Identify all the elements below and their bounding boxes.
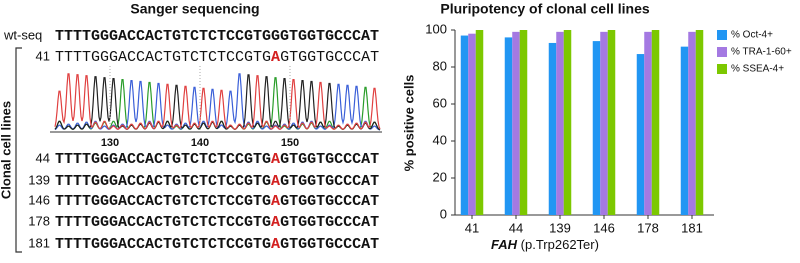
y-tick-label: 0 <box>440 206 447 221</box>
x-tick-label: 178 <box>637 220 659 235</box>
bar <box>644 31 652 215</box>
mutation: A <box>271 236 280 253</box>
bar <box>504 37 513 216</box>
sequence-prefix: TTTTGGGACCACTGTCTCTCCGTG <box>55 49 271 66</box>
legend-swatch <box>717 47 727 57</box>
bar <box>651 30 660 215</box>
x-tick-label: 44 <box>509 220 523 235</box>
panel-title: Sanger sequencing <box>130 1 259 17</box>
trace <box>54 73 381 130</box>
sequence-suffix: GTGGTGCCCAT <box>280 236 379 253</box>
bar <box>548 42 557 216</box>
trace <box>54 74 381 131</box>
sequence-suffix: GTGGTGCCCAT <box>280 151 379 168</box>
bar <box>695 30 704 215</box>
sequence-prefix: TTTTGGGACCACTGTCTCTCCGTG <box>55 173 271 190</box>
clone-sequence: TTTTGGGACCACTGTCTCTCCGTGAGTGGTGCCCAT <box>55 236 379 253</box>
mutation: A <box>271 151 280 168</box>
clone-id: 44 <box>36 150 50 165</box>
sequence-prefix: TTTTGGGACCACTGTCTCTCCGTG <box>55 236 271 253</box>
position-label: 140 <box>191 137 209 149</box>
sequence-suffix: GTGGTGCCCAT <box>280 49 379 66</box>
x-label-gene: FAH <box>491 237 518 252</box>
clone-id: 146 <box>28 192 50 207</box>
clone-id: 181 <box>28 235 50 250</box>
mutation: A <box>271 173 280 190</box>
mutation: A <box>271 193 280 210</box>
position-label: 150 <box>281 137 299 149</box>
clone-sequence: TTTTGGGACCACTGTCTCTCCGTGAGTGGTGCCCAT <box>55 193 379 210</box>
sequence-prefix: TTTTGGGACCACTGTCTCTCCGTG <box>55 214 271 231</box>
x-tick-label: 181 <box>681 220 703 235</box>
sequence-prefix: TTTTGGGACCACTGTCTCTCCGTG <box>55 151 271 168</box>
sequence-suffix: GTGGTGCCCAT <box>280 214 379 231</box>
mutation: A <box>271 49 280 66</box>
bar <box>519 30 528 215</box>
bar <box>563 30 572 215</box>
bar <box>688 31 696 215</box>
clone-id: 41 <box>36 48 50 63</box>
clone-sequence: TTTTGGGACCACTGTCTCTCCGTGAGTGGTGCCCAT <box>55 49 379 66</box>
clone-sequence: TTTTGGGACCACTGTCTCTCCGTGAGTGGTGCCCAT <box>55 151 379 168</box>
y-axis-label: % positive cells <box>401 75 416 172</box>
bar <box>592 41 601 215</box>
y-tick-label: 100 <box>425 21 447 36</box>
x-tick-label: 139 <box>549 220 571 235</box>
y-tick-label: 20 <box>433 169 447 184</box>
legend-swatch <box>717 30 727 40</box>
position-label: 130 <box>101 137 119 149</box>
x-tick-label: 146 <box>593 220 615 235</box>
bar <box>607 30 616 215</box>
x-label-variant: (p.Trp262Ter) <box>521 237 599 252</box>
y-tick-label: 40 <box>433 132 447 147</box>
wt-label: wt-seq <box>3 27 42 42</box>
x-axis-label: FAH (p.Trp262Ter) <box>491 237 599 252</box>
clone-sequence: TTTTGGGACCACTGTCTCTCCGTGAGTGGTGCCCAT <box>55 173 379 190</box>
wt-sequence: TTTTGGGACCACTGTCTCTCCGTGGGTGGTGCCCAT <box>55 28 379 45</box>
clone-id: 139 <box>28 172 50 187</box>
bar <box>460 35 469 215</box>
clone-sequence: TTTTGGGACCACTGTCTCTCCGTGAGTGGTGCCCAT <box>55 214 379 231</box>
chart-title: Pluripotency of clonal cell lines <box>440 1 649 17</box>
legend-swatch <box>717 64 727 74</box>
y-tick-label: 80 <box>433 58 447 73</box>
clone-id: 178 <box>28 213 50 228</box>
sequence-suffix: GTGGTGCCCAT <box>280 173 379 190</box>
bar <box>680 46 689 216</box>
legend-label: % SSEA-4+ <box>731 64 784 75</box>
mutation: A <box>271 214 280 231</box>
legend-label: % Oct-4+ <box>731 30 773 41</box>
bracket <box>15 47 22 253</box>
bar <box>475 30 484 215</box>
bar <box>636 54 645 215</box>
sequence-suffix: GTGGTGCCCAT <box>280 193 379 210</box>
bar <box>556 31 564 215</box>
legend-label: % TRA-1-60+ <box>731 47 792 58</box>
bar <box>512 31 520 215</box>
y-tick-label: 60 <box>433 95 447 110</box>
group-label: Clonal cell lines <box>0 101 13 199</box>
bar <box>468 33 476 216</box>
sequence-prefix: TTTTGGGACCACTGTCTCTCCGTG <box>55 193 271 210</box>
x-tick-label: 41 <box>465 220 479 235</box>
bar <box>600 31 608 215</box>
